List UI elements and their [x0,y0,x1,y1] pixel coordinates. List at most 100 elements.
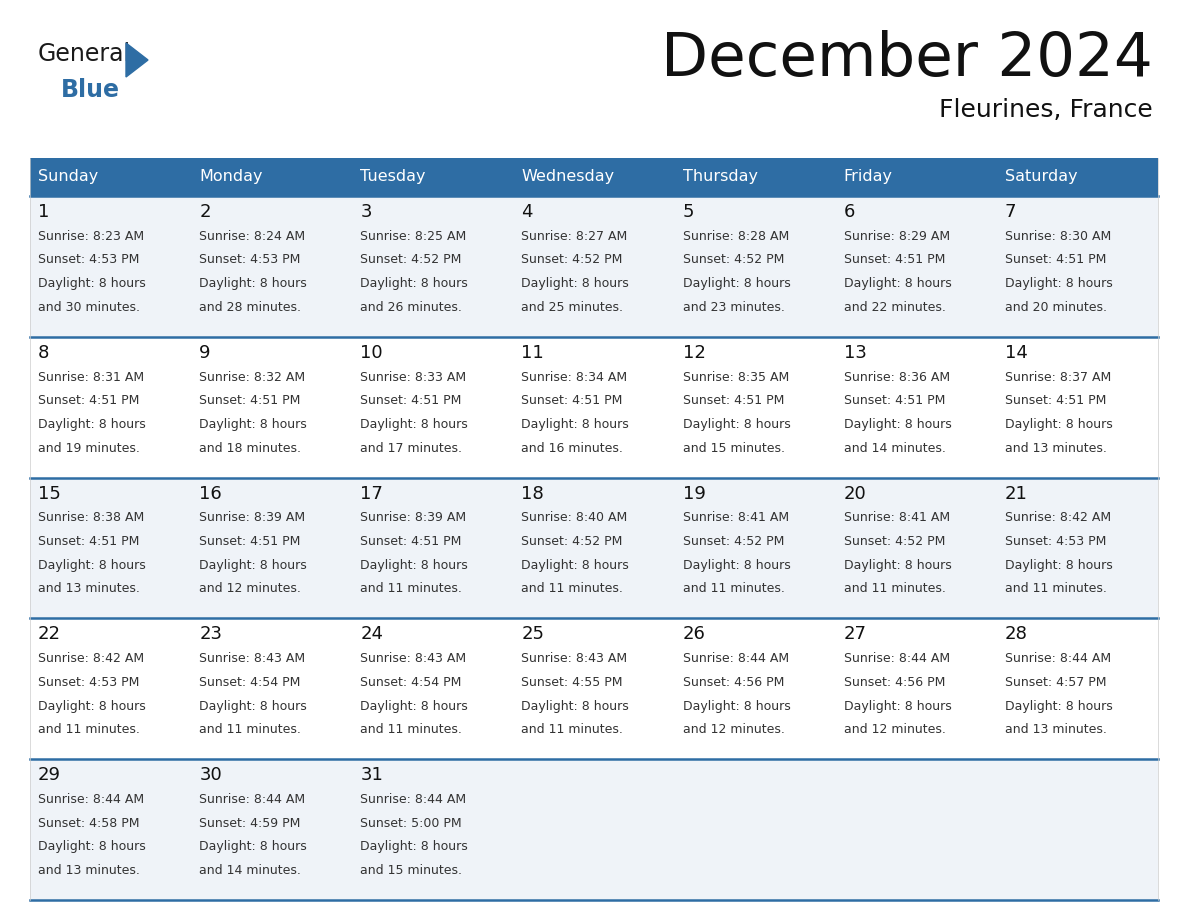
Polygon shape [126,43,148,77]
Bar [513,158,675,196]
Text: Sunset: 4:51 PM: Sunset: 4:51 PM [1005,394,1106,408]
Bar [30,158,191,196]
Text: and 23 minutes.: and 23 minutes. [683,301,784,314]
Bar [513,477,675,619]
Text: 5: 5 [683,203,694,221]
Bar [191,337,353,477]
Text: Sunset: 4:56 PM: Sunset: 4:56 PM [843,676,946,688]
Text: Daylight: 8 hours: Daylight: 8 hours [38,418,146,431]
Text: Monday: Monday [200,170,263,185]
Text: and 12 minutes.: and 12 minutes. [683,723,784,736]
Text: Daylight: 8 hours: Daylight: 8 hours [38,840,146,854]
Text: Sunset: 4:51 PM: Sunset: 4:51 PM [360,535,462,548]
Text: Sunset: 4:52 PM: Sunset: 4:52 PM [683,535,784,548]
Bar [513,619,675,759]
Text: Sunset: 4:58 PM: Sunset: 4:58 PM [38,817,139,830]
Text: Daylight: 8 hours: Daylight: 8 hours [360,418,468,431]
Text: Sunset: 4:52 PM: Sunset: 4:52 PM [683,253,784,266]
Text: 8: 8 [38,344,50,362]
Text: Sunrise: 8:43 AM: Sunrise: 8:43 AM [522,652,627,666]
Text: 2: 2 [200,203,210,221]
Text: Sunset: 4:51 PM: Sunset: 4:51 PM [38,535,139,548]
Text: Sunset: 4:55 PM: Sunset: 4:55 PM [522,676,623,688]
Text: Daylight: 8 hours: Daylight: 8 hours [843,559,952,572]
Text: Sunrise: 8:39 AM: Sunrise: 8:39 AM [200,511,305,524]
Text: Sunset: 4:53 PM: Sunset: 4:53 PM [38,676,139,688]
Text: Sunset: 4:52 PM: Sunset: 4:52 PM [522,253,623,266]
Bar [997,337,1158,477]
Bar [675,158,835,196]
Bar [835,158,997,196]
Text: Daylight: 8 hours: Daylight: 8 hours [38,700,146,712]
Text: General: General [38,42,131,66]
Text: 4: 4 [522,203,533,221]
Bar [835,196,997,337]
Text: 18: 18 [522,485,544,502]
Bar [353,759,513,900]
Text: and 11 minutes.: and 11 minutes. [360,723,462,736]
Text: and 11 minutes.: and 11 minutes. [522,723,624,736]
Text: Daylight: 8 hours: Daylight: 8 hours [1005,700,1113,712]
Text: Daylight: 8 hours: Daylight: 8 hours [200,418,307,431]
Text: Sunset: 4:54 PM: Sunset: 4:54 PM [360,676,462,688]
Text: and 18 minutes.: and 18 minutes. [200,442,302,454]
Text: 24: 24 [360,625,384,644]
Bar [675,337,835,477]
Text: Daylight: 8 hours: Daylight: 8 hours [683,277,790,290]
Text: and 11 minutes.: and 11 minutes. [38,723,140,736]
Text: Daylight: 8 hours: Daylight: 8 hours [360,559,468,572]
Text: Sunrise: 8:36 AM: Sunrise: 8:36 AM [843,371,950,384]
Text: and 16 minutes.: and 16 minutes. [522,442,624,454]
Text: Fleurines, France: Fleurines, France [940,98,1154,122]
Text: Sunset: 4:59 PM: Sunset: 4:59 PM [200,817,301,830]
Text: and 25 minutes.: and 25 minutes. [522,301,624,314]
Text: and 13 minutes.: and 13 minutes. [38,582,140,596]
Text: and 12 minutes.: and 12 minutes. [843,723,946,736]
Text: Sunrise: 8:41 AM: Sunrise: 8:41 AM [843,511,950,524]
Bar [835,477,997,619]
Text: and 13 minutes.: and 13 minutes. [38,864,140,877]
Text: Friday: Friday [843,170,892,185]
Text: 22: 22 [38,625,61,644]
Text: and 13 minutes.: and 13 minutes. [1005,723,1107,736]
Bar [191,477,353,619]
Bar [997,196,1158,337]
Text: and 15 minutes.: and 15 minutes. [360,864,462,877]
Text: Daylight: 8 hours: Daylight: 8 hours [360,840,468,854]
Bar [353,158,513,196]
Text: Sunrise: 8:23 AM: Sunrise: 8:23 AM [38,230,144,242]
Text: Sunset: 4:54 PM: Sunset: 4:54 PM [200,676,301,688]
Bar [675,619,835,759]
Text: Sunset: 4:57 PM: Sunset: 4:57 PM [1005,676,1106,688]
Text: Sunrise: 8:25 AM: Sunrise: 8:25 AM [360,230,467,242]
Text: Sunset: 4:51 PM: Sunset: 4:51 PM [38,394,139,408]
Text: Sunrise: 8:40 AM: Sunrise: 8:40 AM [522,511,627,524]
Text: Daylight: 8 hours: Daylight: 8 hours [200,840,307,854]
Text: 30: 30 [200,767,222,784]
Text: Daylight: 8 hours: Daylight: 8 hours [1005,418,1113,431]
Bar [675,759,835,900]
Text: 29: 29 [38,767,61,784]
Text: Sunrise: 8:37 AM: Sunrise: 8:37 AM [1005,371,1111,384]
Bar [675,196,835,337]
Text: Daylight: 8 hours: Daylight: 8 hours [843,700,952,712]
Text: 14: 14 [1005,344,1028,362]
Text: and 28 minutes.: and 28 minutes. [200,301,302,314]
Bar [191,158,353,196]
Text: Sunrise: 8:29 AM: Sunrise: 8:29 AM [843,230,950,242]
Text: 1: 1 [38,203,50,221]
Text: Wednesday: Wednesday [522,170,614,185]
Text: 20: 20 [843,485,866,502]
Text: Sunrise: 8:33 AM: Sunrise: 8:33 AM [360,371,467,384]
Text: and 11 minutes.: and 11 minutes. [522,582,624,596]
Text: Sunset: 4:51 PM: Sunset: 4:51 PM [843,253,946,266]
Bar [191,619,353,759]
Text: and 11 minutes.: and 11 minutes. [683,582,784,596]
Bar [30,337,191,477]
Text: Daylight: 8 hours: Daylight: 8 hours [683,559,790,572]
Text: Sunrise: 8:44 AM: Sunrise: 8:44 AM [360,793,467,806]
Text: 28: 28 [1005,625,1028,644]
Text: Sunrise: 8:31 AM: Sunrise: 8:31 AM [38,371,144,384]
Text: Sunrise: 8:44 AM: Sunrise: 8:44 AM [38,793,144,806]
Text: Sunrise: 8:44 AM: Sunrise: 8:44 AM [1005,652,1111,666]
